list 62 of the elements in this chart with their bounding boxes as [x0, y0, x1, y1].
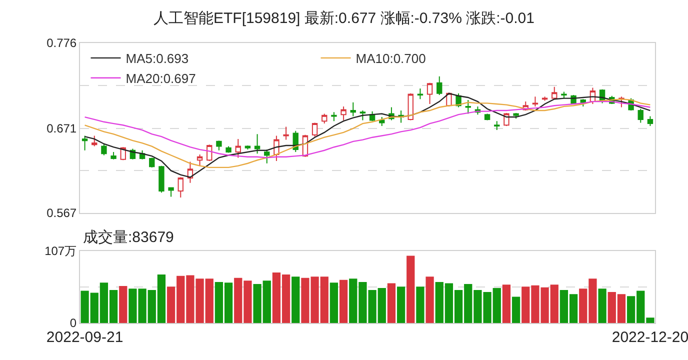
line-series [84, 92, 651, 178]
candlestick [168, 187, 174, 198]
bar [598, 288, 606, 323]
candlestick [426, 82, 433, 104]
candlestick [82, 135, 88, 151]
bar [119, 286, 128, 323]
legend-label: MA10:0.700 [356, 51, 426, 66]
y-tick-label: 107万 [44, 244, 77, 258]
x-tick-label: 2022-09-21 [46, 329, 124, 346]
candlestick [92, 135, 98, 147]
line-series [84, 98, 651, 168]
chart-title: 人工智能ETF[159819] 最新:0.677 涨幅:-0.73% 涨跌:-0.01 [152, 9, 536, 28]
legend-label: MA5:0.693 [126, 51, 189, 66]
bar [502, 284, 511, 323]
candlestick [340, 106, 346, 121]
candlestick [494, 120, 500, 131]
candlestick [408, 92, 414, 121]
candlestick [196, 154, 203, 166]
chart-title: 成交量:83679 [83, 228, 174, 247]
candlestick [436, 76, 442, 96]
y-tick-label: 0.567 [46, 206, 77, 220]
bar [339, 280, 348, 323]
candlestick [331, 112, 337, 122]
candlestick [465, 99, 471, 114]
candlestick [110, 152, 116, 160]
line-series [84, 100, 651, 158]
candlestick [235, 138, 241, 158]
bar [330, 282, 338, 323]
y-tick-label: 0.671 [46, 122, 77, 136]
y-tick-label: 0 [70, 316, 77, 330]
candlestick [149, 157, 155, 168]
candlestick [552, 86, 558, 99]
legend-label: MA20:0.697 [126, 70, 196, 86]
x-tick-label: 2022-12-20 [612, 329, 688, 346]
candlestick [561, 91, 567, 99]
candlestick [264, 149, 270, 164]
candlestick [226, 146, 232, 154]
candlestick [254, 134, 260, 154]
bar [406, 256, 415, 323]
candlestick [484, 113, 490, 121]
candlestick [158, 165, 164, 194]
bar [396, 286, 406, 323]
candlestick [360, 110, 366, 121]
candlestick [647, 116, 654, 126]
bar [426, 276, 434, 323]
candlestick [312, 122, 318, 138]
candlestick [638, 108, 644, 124]
bar [387, 283, 396, 323]
candlestick [101, 143, 107, 156]
bar [416, 286, 424, 323]
candlestick [513, 112, 519, 120]
candlestick [532, 96, 538, 107]
candlestick [216, 140, 222, 151]
bar [512, 296, 520, 323]
candlestick [417, 88, 424, 100]
candlestick [350, 102, 356, 117]
bar [292, 276, 300, 323]
candlestick [504, 112, 510, 126]
y-tick-label: 0.776 [46, 36, 77, 50]
candlestick [322, 113, 328, 124]
candlestick [178, 176, 184, 198]
candlestick [283, 126, 289, 140]
